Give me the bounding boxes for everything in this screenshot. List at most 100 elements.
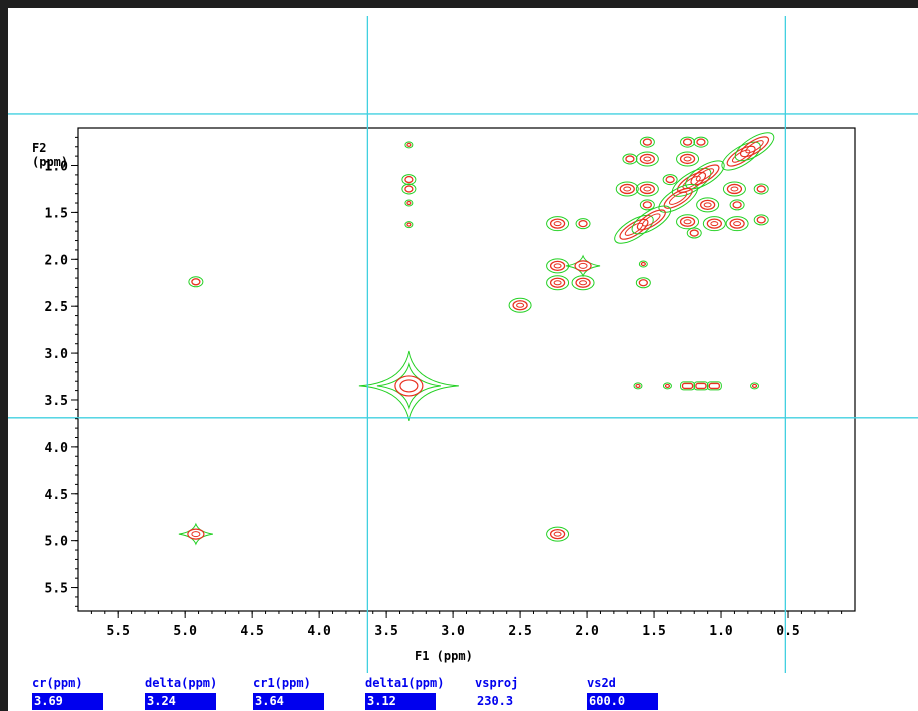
- contour-core: [668, 191, 688, 205]
- contour-inner: [404, 175, 414, 184]
- contour-peak: [178, 522, 213, 546]
- contour-inner: [708, 382, 720, 390]
- contour-peak: [680, 381, 696, 391]
- param-value-field-0[interactable]: 3.69: [32, 693, 103, 710]
- contour-inner: [574, 260, 592, 272]
- contour-peak: [734, 132, 775, 162]
- contour-peak: [693, 136, 709, 148]
- param-value-field-5[interactable]: 600.0: [587, 693, 658, 710]
- contour-inner: [635, 383, 641, 389]
- contour-inner: [756, 216, 766, 224]
- y-tick-label: 2.5: [45, 300, 68, 315]
- contour-peak: [722, 181, 746, 197]
- contour-peak: [685, 160, 725, 190]
- contour-peak: [753, 183, 769, 195]
- contour-outer: [404, 141, 414, 149]
- contour-core: [578, 262, 588, 269]
- contour-outer: [722, 181, 746, 197]
- contour-inner: [729, 218, 745, 229]
- contour-inner: [681, 382, 694, 390]
- param-label-2: cr1(ppm): [253, 676, 311, 690]
- contour-peak: [575, 218, 591, 230]
- contour-outer: [633, 382, 643, 390]
- spectrum-canvas[interactable]: 5.5 5.0 4.5 4.0 3.5 3.0 2.5 2.0 1.5 1.0 0.5 1.0 1.5…: [0, 8, 918, 711]
- contour-inner: [512, 300, 528, 311]
- contour-peak: [546, 275, 570, 291]
- contour-inner: [699, 199, 716, 211]
- contour-outer: [404, 221, 414, 229]
- contour-core: [682, 175, 701, 189]
- contour-peak: [702, 216, 726, 232]
- contour-inner: [751, 383, 758, 389]
- contour-peak: [676, 151, 700, 167]
- contour-outer: [358, 350, 459, 422]
- contour-peak: [725, 216, 749, 232]
- param-label-4: vsproj: [475, 676, 519, 690]
- x-tick-label: 2.0: [575, 624, 599, 639]
- y-tick-label: 4.5: [45, 488, 68, 503]
- contour-core: [683, 219, 692, 225]
- contour-inner: [639, 153, 656, 165]
- contour-peak: [753, 214, 769, 226]
- x-tick-label: 3.5: [374, 624, 397, 639]
- contour-core: [579, 280, 588, 286]
- contour-outer: [693, 136, 709, 148]
- y-tick-label: 5.5: [45, 582, 68, 597]
- contour-inner: [689, 229, 699, 237]
- contour-outer: [571, 275, 595, 291]
- contour-outer: [729, 199, 745, 211]
- contour-inner: [191, 278, 201, 286]
- x-tick-label: 1.0: [709, 624, 733, 639]
- contour-inner: [394, 375, 424, 397]
- y-tick-label: 1.5: [45, 206, 68, 221]
- contour-outer: [753, 183, 769, 195]
- x-tick-label: 4.0: [307, 624, 331, 639]
- contour-peak: [546, 258, 570, 274]
- contour-inner: [706, 218, 722, 229]
- contour-mid: [376, 361, 441, 410]
- contour-inner: [642, 138, 653, 146]
- contour-inner: [682, 138, 693, 146]
- contour-outer: [546, 526, 570, 542]
- contour-peak: [633, 382, 643, 390]
- contour-inner: [739, 136, 770, 158]
- contour-core: [643, 186, 652, 192]
- contour-outer: [685, 160, 725, 190]
- param-value-field-3[interactable]: 3.12: [365, 693, 436, 710]
- param-value-field-4[interactable]: 230.3: [477, 694, 514, 708]
- contour-outer: [750, 382, 760, 390]
- contour-outer: [734, 132, 775, 162]
- contour-outer: [658, 183, 698, 213]
- contour-inner: [726, 145, 756, 167]
- contour-outer: [631, 205, 672, 235]
- x-tick-label: 1.5: [642, 624, 665, 639]
- contour-core: [695, 168, 715, 182]
- contour-inner: [679, 216, 696, 227]
- x-tick-label: 2.5: [508, 624, 531, 639]
- contour-outer: [622, 153, 638, 165]
- param-label-1: delta(ppm): [145, 676, 218, 690]
- y-tick-label: 4.0: [45, 441, 69, 456]
- contour-peak: [693, 381, 709, 391]
- param-value-field-2[interactable]: 3.64: [253, 693, 324, 710]
- y-tick-label: 3.5: [45, 394, 68, 409]
- contour-peak: [680, 136, 696, 148]
- contour-outer: [615, 181, 639, 197]
- contour-core: [623, 186, 632, 192]
- contour-inner: [665, 175, 675, 184]
- cursor-lines[interactable]: [8, 16, 918, 673]
- contour-peak: [729, 199, 745, 211]
- param-value-field-1[interactable]: 3.24: [145, 693, 216, 710]
- contour-peak: [639, 199, 655, 211]
- contour-peak: [546, 526, 570, 542]
- contour-core: [683, 156, 692, 162]
- contour-inner: [695, 382, 707, 390]
- contour-core: [191, 531, 201, 538]
- contour-peak: [658, 183, 698, 213]
- contour-peak: [721, 141, 761, 171]
- contour-outer: [721, 141, 761, 171]
- contour-core: [733, 221, 742, 227]
- contour-peak: [404, 199, 414, 207]
- contour-inner: [636, 209, 666, 231]
- contour-inner: [406, 200, 412, 206]
